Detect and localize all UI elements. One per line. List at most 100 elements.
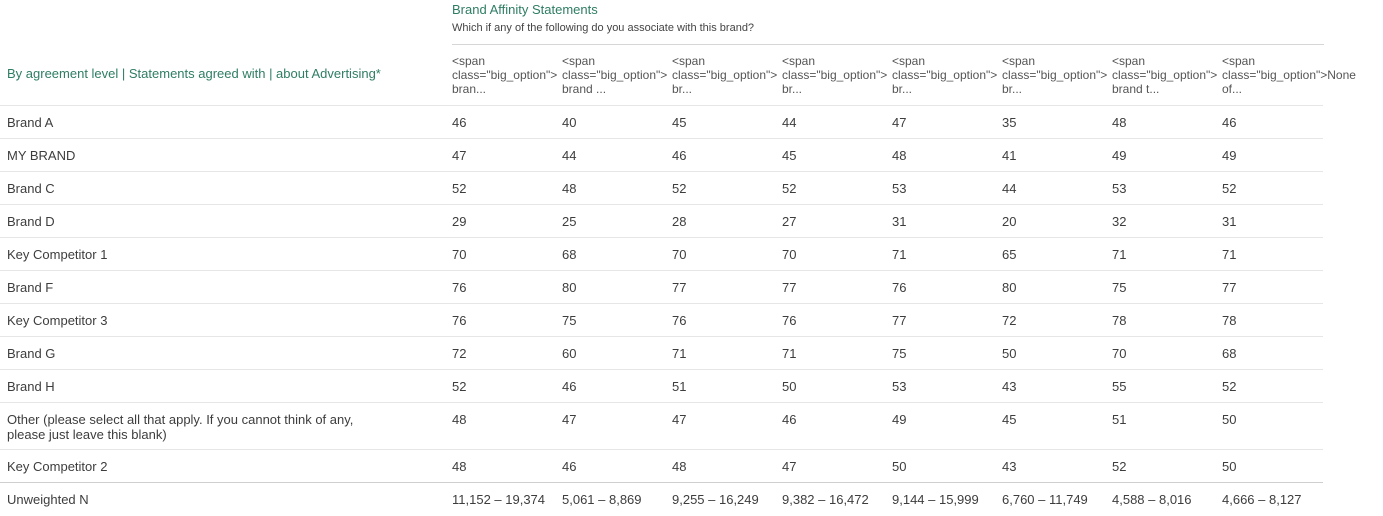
table-cell: 35 (1002, 115, 1017, 130)
table-cell: 44 (782, 115, 797, 130)
table-cell: 9,382 – 16,472 (782, 492, 869, 507)
table-cell: 52 (1222, 181, 1237, 196)
table-cell: 47 (562, 412, 577, 427)
row-divider (0, 449, 1323, 450)
row-divider (0, 402, 1323, 403)
row-label: Key Competitor 2 (7, 459, 108, 474)
row-label: Brand F (7, 280, 54, 295)
column-header[interactable]: <span class="big_option"> bran... (452, 54, 558, 96)
table-cell: 68 (1222, 346, 1237, 361)
table-cell: 72 (452, 346, 467, 361)
table-cell: 52 (452, 181, 467, 196)
column-header[interactable]: <span class="big_option"> br... (782, 54, 888, 96)
row-divider (0, 270, 1323, 271)
table-cell: 71 (782, 346, 797, 361)
table-cell: 77 (892, 313, 907, 328)
table-cell: 31 (892, 214, 907, 229)
table-cell: 47 (452, 148, 467, 163)
table-cell: 47 (892, 115, 907, 130)
column-header[interactable]: <span class="big_option"> brand t... (1112, 54, 1218, 96)
table-cell: 29 (452, 214, 467, 229)
table-cell: 9,255 – 16,249 (672, 492, 759, 507)
table-cell: 48 (452, 412, 467, 427)
table-cell: 70 (1112, 346, 1127, 361)
table-cell: 48 (562, 181, 577, 196)
table-cell: 48 (1112, 115, 1127, 130)
row-divider (0, 171, 1323, 172)
table-cell: 52 (1222, 379, 1237, 394)
table-cell: 60 (562, 346, 577, 361)
table-cell: 53 (892, 379, 907, 394)
table-cell: 48 (452, 459, 467, 474)
column-header[interactable]: <span class="big_option"> brand ... (562, 54, 668, 96)
table-cell: 50 (892, 459, 907, 474)
table-cell: 75 (562, 313, 577, 328)
table-cell: 48 (892, 148, 907, 163)
row-label: Brand D (7, 214, 55, 229)
table-cell: 71 (892, 247, 907, 262)
table-cell: 48 (672, 459, 687, 474)
table-cell: 44 (562, 148, 577, 163)
table-cell: 20 (1002, 214, 1017, 229)
row-label: Key Competitor 3 (7, 313, 108, 328)
table-cell: 75 (892, 346, 907, 361)
table-cell: 46 (672, 148, 687, 163)
column-group-title: Brand Affinity Statements (452, 2, 598, 17)
table-cell: 76 (452, 280, 467, 295)
table-cell: 53 (892, 181, 907, 196)
table-cell: 51 (672, 379, 687, 394)
table-cell: 71 (1222, 247, 1237, 262)
row-axis-label[interactable]: By agreement level | Statements agreed w… (7, 66, 381, 81)
row-label: MY BRAND (7, 148, 76, 163)
table-cell: 46 (782, 412, 797, 427)
table-cell: 77 (782, 280, 797, 295)
table-cell: 5,061 – 8,869 (562, 492, 642, 507)
table-cell: 43 (1002, 459, 1017, 474)
row-label: Unweighted N (7, 492, 89, 507)
row-divider (0, 237, 1323, 238)
table-cell: 68 (562, 247, 577, 262)
table-cell: 78 (1112, 313, 1127, 328)
column-group-subtitle: Which if any of the following do you ass… (452, 22, 755, 34)
table-cell: 78 (1222, 313, 1237, 328)
row-divider (0, 204, 1323, 205)
table-cell: 52 (782, 181, 797, 196)
row-label: Key Competitor 1 (7, 247, 108, 262)
table-cell: 6,760 – 11,749 (1002, 492, 1088, 507)
row-label: Other (please select all that apply. If … (7, 412, 354, 442)
table-cell: 40 (562, 115, 577, 130)
table-cell: 75 (1112, 280, 1127, 295)
table-cell: 45 (782, 148, 797, 163)
table-cell: 71 (672, 346, 687, 361)
table-cell: 50 (782, 379, 797, 394)
column-header[interactable]: <span class="big_option"> br... (892, 54, 998, 96)
table-cell: 45 (1002, 412, 1017, 427)
table-cell: 80 (562, 280, 577, 295)
table-cell: 53 (1112, 181, 1127, 196)
table-cell: 52 (1112, 459, 1127, 474)
table-cell: 27 (782, 214, 797, 229)
column-header[interactable]: <span class="big_option"> br... (672, 54, 778, 96)
row-divider (0, 482, 1323, 483)
row-divider (0, 303, 1323, 304)
row-label: Brand A (7, 115, 54, 130)
table-cell: 71 (1112, 247, 1127, 262)
column-header[interactable]: <span class="big_option">None of... (1222, 54, 1356, 96)
table-cell: 51 (1112, 412, 1127, 427)
table-cell: 77 (1222, 280, 1237, 295)
table-cell: 70 (452, 247, 467, 262)
table-cell: 52 (452, 379, 467, 394)
table-cell: 72 (1002, 313, 1017, 328)
table-cell: 44 (1002, 181, 1017, 196)
table-cell: 25 (562, 214, 577, 229)
table-cell: 50 (1222, 412, 1237, 427)
table-cell: 46 (1222, 115, 1237, 130)
column-header[interactable]: <span class="big_option"> br... (1002, 54, 1108, 96)
table-cell: 4,588 – 8,016 (1112, 492, 1192, 507)
table-cell: 76 (782, 313, 797, 328)
table-cell: 76 (452, 313, 467, 328)
row-label: Brand C (7, 181, 55, 196)
table-cell: 49 (1222, 148, 1237, 163)
table-cell: 50 (1002, 346, 1017, 361)
table-cell: 76 (892, 280, 907, 295)
